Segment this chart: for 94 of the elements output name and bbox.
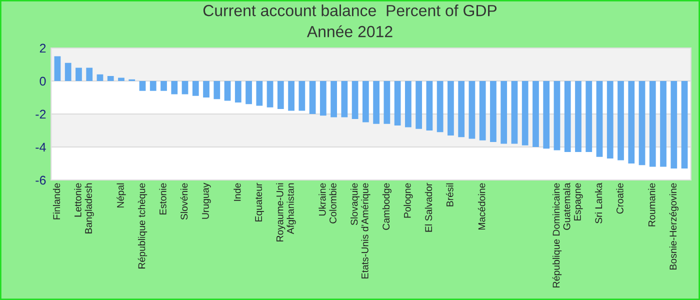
- y-tick-label: -4: [36, 142, 46, 152]
- bar: [543, 81, 550, 149]
- x-tick-label: Brésil: [446, 183, 454, 206]
- x-tick-label: Slovaquie: [350, 183, 360, 226]
- bar: [532, 81, 539, 147]
- x-tick-label: République tchèque: [138, 183, 148, 268]
- bar: [160, 81, 167, 91]
- x-tick-label: République Dominicaine: [552, 183, 562, 288]
- x-tick-label: Bosnie-Herzégovine: [669, 183, 678, 270]
- bar: [596, 81, 603, 157]
- bar: [618, 81, 624, 160]
- bar: [288, 81, 294, 111]
- chart-subtitle: Année 2012: [306, 25, 392, 38]
- x-tick-label: Népal: [116, 183, 126, 208]
- bar: [224, 81, 231, 101]
- bar: [352, 81, 358, 119]
- bar: [182, 81, 188, 94]
- x-tick-label: Cambodge: [382, 183, 392, 230]
- bar: [660, 81, 666, 167]
- x-tick-label: Roumanie: [648, 183, 656, 226]
- x-tick-label: Colombie: [329, 183, 336, 224]
- bar: [277, 81, 284, 110]
- x-tick-label: Uruguay: [202, 182, 211, 219]
- bar: [628, 81, 635, 164]
- chart-title: Current account balance Percent of GDP: [203, 4, 497, 16]
- x-tick-label: Estonie: [159, 183, 166, 214]
- bar: [107, 76, 114, 81]
- bar: [511, 81, 518, 144]
- bar: [118, 78, 124, 81]
- x-tick-label: El Salvador: [424, 182, 432, 232]
- bar: [150, 81, 156, 91]
- bar: [96, 74, 104, 81]
- bar: [298, 81, 306, 111]
- x-tick-label: Pologne: [404, 183, 413, 218]
- bar: [139, 81, 146, 91]
- x-tick-label: Inde: [234, 183, 241, 201]
- bar: [203, 81, 210, 98]
- bar: [586, 81, 592, 152]
- bar: [86, 68, 93, 81]
- y-tick-label: 2: [40, 44, 46, 53]
- bar: [246, 81, 252, 104]
- bar: [76, 68, 82, 81]
- x-tick-label: Equateur: [255, 182, 264, 222]
- x-tick-label: Macédoine: [478, 183, 486, 230]
- bar: [638, 81, 646, 166]
- bar: [384, 81, 390, 124]
- bar: [575, 81, 582, 152]
- bar: [426, 81, 433, 130]
- bar: [362, 81, 369, 122]
- y-tick-label: -2: [36, 110, 46, 119]
- bar: [171, 81, 178, 94]
- x-tick-label: Sri Lanka: [594, 182, 602, 224]
- bar: [490, 81, 496, 142]
- bar: [500, 81, 508, 144]
- bar: [234, 81, 242, 102]
- bar: [320, 81, 326, 116]
- bar: [649, 81, 656, 167]
- bar: [309, 81, 316, 114]
- bar: [192, 81, 199, 96]
- bar: [606, 81, 614, 159]
- bar: [522, 81, 528, 146]
- x-tick-label: Afghanistan: [286, 183, 296, 234]
- bar: [564, 81, 571, 152]
- x-tick-label: Etats-Unis d'Amérique: [361, 183, 370, 278]
- bar: [416, 81, 422, 129]
- x-tick-label: Croatie: [616, 183, 624, 214]
- bar: [214, 81, 220, 100]
- bar: [256, 81, 263, 106]
- y-tick-label: -6: [36, 176, 46, 185]
- x-tick-label: Royaume-Uni: [276, 183, 286, 242]
- bar: [54, 56, 61, 81]
- bar: [373, 81, 380, 124]
- bar: [670, 81, 678, 168]
- bar: [394, 81, 401, 126]
- bar: [448, 81, 454, 136]
- x-tick-label: Bangladesh: [84, 183, 94, 234]
- x-tick-label: Slovénie: [180, 183, 188, 220]
- x-tick-label: Ukraine: [318, 183, 326, 216]
- x-tick-label: Espagne: [574, 183, 583, 220]
- bar: [458, 81, 465, 138]
- bar: [405, 81, 412, 128]
- bar: [468, 81, 476, 139]
- x-tick-label: Guatemala: [563, 182, 570, 230]
- y-tick-label: 0: [40, 76, 46, 86]
- bar: [436, 81, 444, 132]
- x-tick-label: Lettonie: [74, 183, 82, 217]
- bar: [341, 81, 348, 118]
- bar: [681, 81, 688, 168]
- x-tick-label: Finlande: [52, 183, 60, 220]
- bar: [330, 81, 337, 118]
- bar: [266, 81, 274, 108]
- bar: [64, 62, 72, 81]
- bar: [554, 81, 560, 150]
- bar: [479, 81, 486, 140]
